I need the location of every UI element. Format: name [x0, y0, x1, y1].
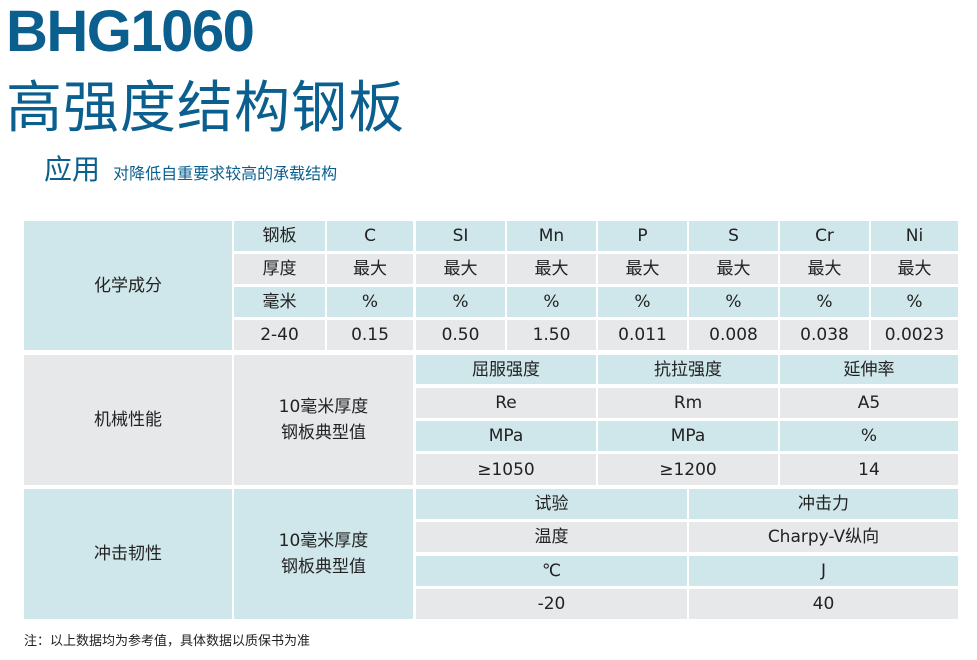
chem-cell: 最大	[327, 254, 413, 284]
impact-cell: J	[689, 556, 958, 586]
chem-cell: 0.50	[416, 320, 505, 350]
chem-cell: 0.038	[780, 320, 869, 350]
chem-cell: %	[780, 287, 869, 317]
chem-cell: %	[507, 287, 596, 317]
chem-cell: 最大	[689, 254, 778, 284]
mech-cell: %	[780, 421, 958, 451]
chem-cell: S	[689, 221, 778, 251]
mech-cell: 14	[780, 454, 958, 485]
mechanical-section-title: 机械性能	[24, 355, 232, 485]
impact-cell: -20	[416, 589, 687, 619]
chem-cell: %	[871, 287, 958, 317]
mech-cell: ≥1200	[598, 454, 778, 485]
application-label: 应用	[44, 153, 101, 186]
impact-cell: ℃	[416, 556, 687, 586]
mech-cell: Re	[416, 388, 596, 418]
chem-cell: 钢板	[234, 221, 325, 251]
chem-cell: 最大	[871, 254, 958, 284]
mech-cell: 延伸率	[780, 355, 958, 384]
mechanical-subtitle: 10毫米厚度 钢板典型值	[234, 355, 413, 485]
chem-cell: 2-40	[234, 320, 325, 350]
chem-cell: 0.011	[598, 320, 687, 350]
chem-cell: 毫米	[234, 287, 325, 317]
chem-cell: C	[327, 221, 413, 251]
impact-subtitle: 10毫米厚度 钢板典型值	[234, 489, 413, 619]
chem-cell: P	[598, 221, 687, 251]
impact-cell: Charpy-V纵向	[689, 522, 958, 552]
model-number: BHG1060	[6, 0, 255, 64]
impact-cell: 冲击力	[689, 489, 958, 519]
impact-cell: 试验	[416, 489, 687, 519]
application-line: 应用 对降低自重要求较高的承载结构	[44, 148, 337, 188]
chem-cell: 最大	[598, 254, 687, 284]
chem-cell: %	[416, 287, 505, 317]
footnote: 注：以上数据均为参考值，具体数据以质保书为准	[24, 634, 311, 649]
chem-cell: Cr	[780, 221, 869, 251]
chem-cell: 最大	[507, 254, 596, 284]
chem-cell: 0.008	[689, 320, 778, 350]
chem-cell: Ni	[871, 221, 958, 251]
impact-cell: 温度	[416, 522, 687, 552]
chem-cell: %	[689, 287, 778, 317]
impact-section-title: 冲击韧性	[24, 489, 232, 619]
application-description: 对降低自重要求较高的承载结构	[113, 164, 338, 183]
mech-cell: A5	[780, 388, 958, 418]
chem-cell: 0.15	[327, 320, 413, 350]
product-name: 高强度结构钢板	[6, 76, 405, 141]
chem-cell: 1.50	[507, 320, 596, 350]
mech-cell: MPa	[416, 421, 596, 451]
chem-cell: 最大	[416, 254, 505, 284]
chem-cell: SI	[416, 221, 505, 251]
chem-cell: %	[598, 287, 687, 317]
chem-cell: %	[327, 287, 413, 317]
mech-cell: 屈服强度	[416, 355, 596, 384]
chem-cell: 厚度	[234, 254, 325, 284]
mech-cell: 抗拉强度	[598, 355, 778, 384]
mech-cell: Rm	[598, 388, 778, 418]
chem-cell: 最大	[780, 254, 869, 284]
chemical-section-title: 化学成分	[24, 221, 232, 350]
mech-cell: ≥1050	[416, 454, 596, 485]
chem-cell: Mn	[507, 221, 596, 251]
chem-cell: 0.0023	[871, 320, 958, 350]
mech-cell: MPa	[598, 421, 778, 451]
impact-cell: 40	[689, 589, 958, 619]
